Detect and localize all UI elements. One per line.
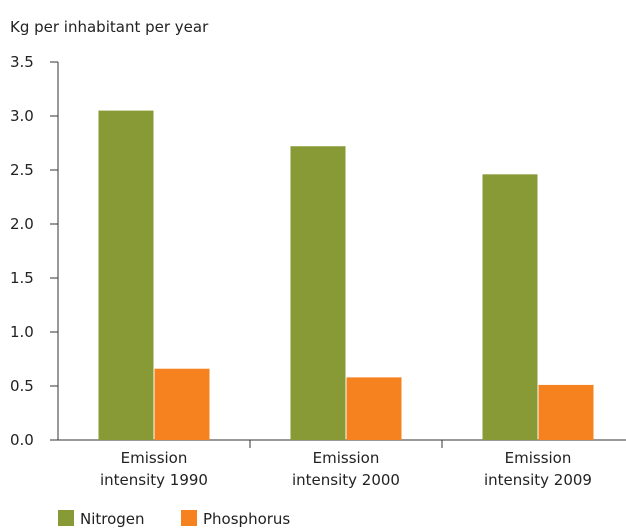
y-tick-label: 0.0	[10, 431, 34, 449]
x-tick-label: Emission	[313, 449, 380, 467]
legend-swatch-nitrogen	[58, 510, 74, 526]
x-tick-label: Emission	[505, 449, 572, 467]
x-axis: Emission intensity 1990 Emission intensity …	[58, 440, 626, 489]
legend-swatch-phosphorus	[181, 510, 197, 526]
legend-label-nitrogen: Nitrogen	[80, 510, 145, 528]
x-tick-label: intensity 1990	[100, 471, 208, 489]
y-tick-label: 0.5	[10, 377, 34, 395]
bar-phosphorus	[539, 385, 594, 440]
y-axis: 0.0 0.5 1.0 1.5 2.0 2.5 3.0 3.5	[10, 53, 58, 449]
x-tick-label: intensity 2009	[484, 471, 592, 489]
y-tick-label: 1.5	[10, 269, 34, 287]
legend-label-phosphorus: Phosphorus	[203, 510, 290, 528]
bar-nitrogen	[99, 111, 154, 440]
y-tick-label: 3.5	[10, 53, 34, 71]
bars	[99, 111, 594, 440]
y-tick-label: 3.0	[10, 107, 34, 125]
bar-nitrogen	[291, 146, 346, 440]
legend: Nitrogen Phosphorus	[58, 510, 290, 528]
x-tick-label: Emission	[121, 449, 188, 467]
x-tick-label: intensity 2000	[292, 471, 400, 489]
bar-phosphorus	[347, 377, 402, 440]
y-tick-label: 2.5	[10, 161, 34, 179]
y-tick-label: 2.0	[10, 215, 34, 233]
bar-phosphorus	[155, 369, 210, 440]
bar-nitrogen	[483, 174, 538, 440]
y-axis-label: Kg per inhabitant per year	[10, 18, 209, 36]
y-tick-label: 1.0	[10, 323, 34, 341]
